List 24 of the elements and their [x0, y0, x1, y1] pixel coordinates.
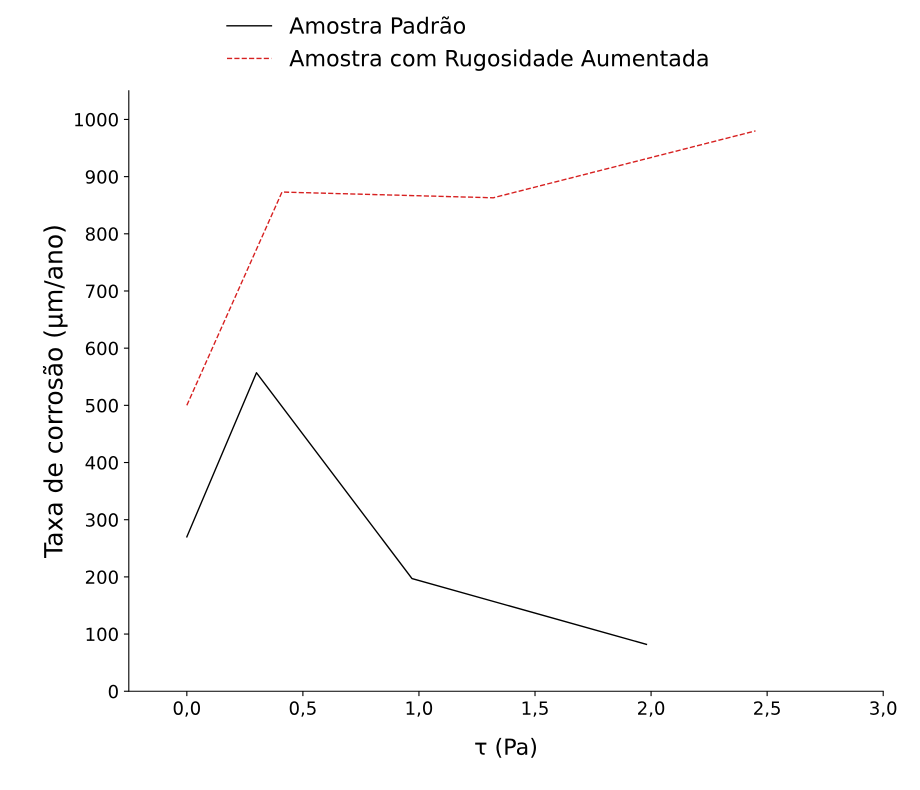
y-tick-label: 900: [86, 170, 118, 184]
legend-label: Amostra Padrão: [289, 16, 466, 34]
legend-label: Amostra com Rugosidade Aumentada: [289, 49, 708, 71]
x-tick-label: 1,0: [406, 701, 432, 717]
y-tick-label: 800: [86, 227, 118, 241]
line-series: [186, 130, 756, 406]
y-axis-title: Taxa de corrosão (µm/ano): [42, 226, 68, 558]
line-series: [186, 372, 648, 646]
y-tick-label: 1000: [75, 112, 118, 127]
y-tick-label: 700: [86, 284, 118, 298]
y-tick-label: 300: [86, 513, 118, 527]
y-tick-label: 500: [86, 398, 118, 412]
x-tick-label: 2,5: [754, 701, 780, 717]
x-axis-title: τ (Pa): [475, 738, 536, 758]
x-tick-label: 0,5: [290, 701, 316, 717]
y-tick-label: 0: [108, 684, 118, 698]
x-tick-label: 0,0: [174, 701, 200, 717]
x-tick-label: 2,0: [638, 701, 664, 717]
y-tick-label: 200: [86, 570, 118, 584]
x-tick-label: 1,5: [522, 702, 548, 717]
x-tick-label: 3,0: [870, 701, 896, 717]
y-tick-label: 400: [85, 456, 118, 470]
y-tick-label: 600: [86, 342, 118, 356]
y-tick-label: 100: [86, 628, 118, 642]
